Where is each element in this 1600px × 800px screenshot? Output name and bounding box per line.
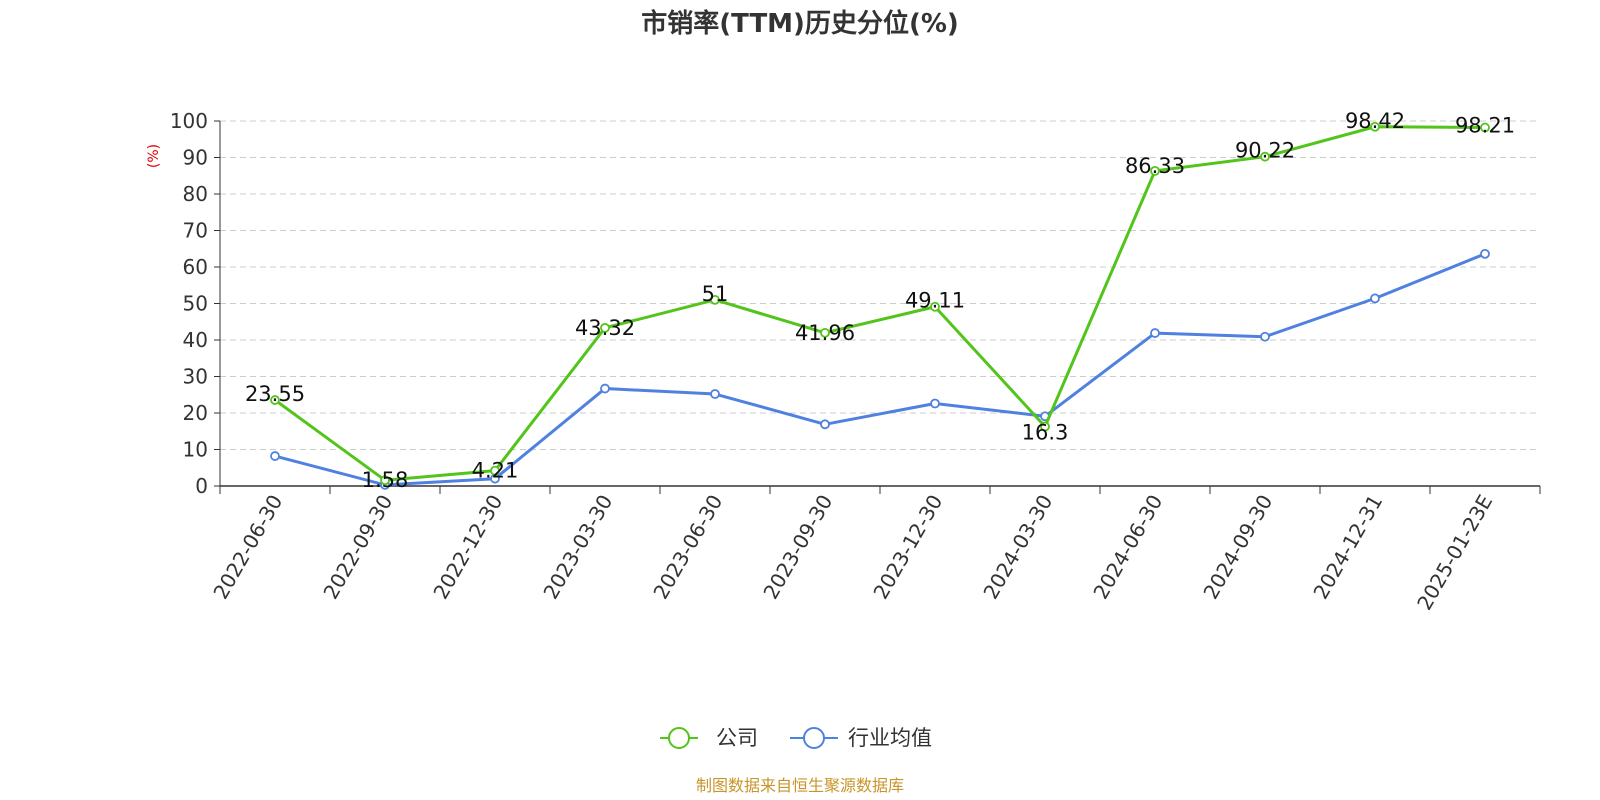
y-axis-label: (%) — [146, 144, 162, 168]
axes: 0 10 20 30 40 50 60 70 80 90 100 2022-06-30 2022-09-… — [170, 109, 1541, 615]
data-label: 4.21 — [472, 459, 519, 483]
legend-marker-company — [668, 727, 690, 749]
data-label: 90.22 — [1235, 139, 1295, 163]
data-point-company[interactable] — [490, 465, 500, 476]
series-line-company — [274, 125, 1486, 482]
y-tick-label: 70 — [183, 219, 208, 243]
data-point-industry-average[interactable] — [820, 419, 830, 430]
data-point-industry-average[interactable] — [600, 383, 610, 394]
y-tick-label: 30 — [183, 365, 208, 389]
data-labels: 23.55 1.58 4.21 43.32 51 41.96 49.11 16.3 86.33 9… — [245, 109, 1515, 492]
x-tick-label: 2024-03-30 — [978, 491, 1057, 604]
data-label: 49.11 — [905, 289, 965, 313]
series-line-industry-average — [274, 252, 1486, 487]
data-point-company[interactable] — [1260, 151, 1270, 162]
legend-label-company: 公司 — [716, 726, 758, 750]
data-label: 1.58 — [362, 468, 409, 492]
x-tick-label: 2023-06-30 — [648, 491, 727, 604]
data-label: 23.55 — [245, 382, 305, 406]
data-point-company[interactable] — [710, 294, 720, 305]
y-tick-label: 90 — [183, 146, 208, 170]
x-tick-label: 2024-06-30 — [1088, 491, 1167, 604]
data-point-company[interactable] — [380, 475, 390, 486]
data-label: 86.33 — [1125, 154, 1185, 178]
data-point-industry-average[interactable] — [930, 398, 940, 409]
data-label: 98.42 — [1345, 109, 1405, 133]
data-point-industry-average[interactable] — [1150, 328, 1160, 338]
grid-lines — [220, 120, 1540, 450]
data-point-industry-average[interactable] — [1260, 331, 1270, 342]
x-tick-label: 2023-12-30 — [868, 491, 947, 604]
source-note: 制图数据来自恒生聚源数据库 — [696, 776, 904, 795]
x-tick-label: 2024-09-30 — [1198, 491, 1277, 604]
y-tick-label: 20 — [183, 401, 208, 425]
x-tick-label: 2022-12-30 — [428, 491, 507, 604]
data-point-company[interactable] — [1480, 122, 1490, 133]
data-point-company[interactable] — [820, 327, 830, 338]
data-label: 41.96 — [795, 321, 855, 345]
data-point-company[interactable] — [1150, 165, 1160, 176]
legend-item-company[interactable]: 公司 — [660, 726, 758, 750]
x-tick-label: 2025-01-23E — [1412, 491, 1497, 615]
chart-title: 市销率(TTM)历史分位(%) — [641, 8, 959, 39]
data-point-company[interactable] — [1040, 421, 1050, 432]
data-point-industry-average[interactable] — [710, 389, 720, 399]
x-tick-label: 2022-09-30 — [318, 491, 397, 604]
legend-item-industry-average[interactable]: 行业均值 — [790, 726, 932, 750]
data-label: 98.21 — [1455, 114, 1515, 138]
x-tick-label: 2024-12-31 — [1308, 491, 1387, 604]
legend[interactable]: 公司 行业均值 — [660, 726, 932, 750]
x-tick-label: 2022-06-30 — [208, 491, 287, 604]
y-tick-label: 80 — [183, 182, 208, 206]
data-point-company[interactable] — [270, 395, 280, 405]
y-tick-label: 10 — [183, 438, 208, 462]
series-layer — [270, 121, 1490, 490]
y-tick-label: 50 — [183, 292, 208, 316]
y-tick-label: 40 — [183, 328, 208, 352]
legend-label-industry-average: 行业均值 — [848, 726, 932, 750]
y-tick-label: 100 — [170, 109, 208, 133]
data-label: 51 — [702, 282, 729, 306]
data-label: 43.32 — [575, 316, 635, 340]
data-point-company[interactable] — [600, 322, 610, 333]
x-tick-label: 2023-03-30 — [538, 491, 617, 604]
data-point-industry-average[interactable] — [1370, 293, 1380, 304]
x-tick-label: 2023-09-30 — [758, 491, 837, 604]
legend-marker-industry-average — [803, 727, 825, 749]
y-tick-label: 60 — [183, 255, 208, 279]
data-label: 16.3 — [1022, 421, 1069, 445]
data-point-company[interactable] — [930, 301, 940, 312]
data-point-company[interactable] — [1370, 121, 1380, 132]
data-point-industry-average[interactable] — [1480, 248, 1490, 259]
data-point-industry-average[interactable] — [270, 451, 280, 461]
y-tick-label: 0 — [195, 474, 208, 498]
